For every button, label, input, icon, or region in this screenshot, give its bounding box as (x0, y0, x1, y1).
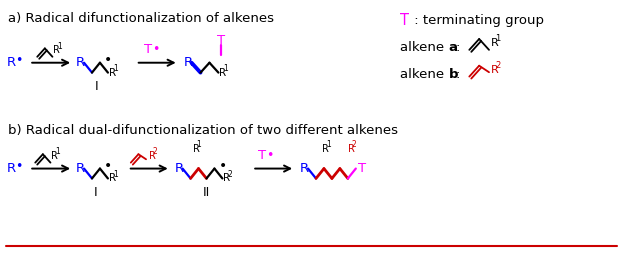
Text: 1: 1 (196, 141, 201, 150)
Text: T: T (217, 34, 226, 48)
Text: R: R (348, 144, 355, 154)
Text: •: • (16, 54, 22, 67)
Text: •: • (104, 53, 112, 67)
Text: R: R (491, 38, 499, 48)
Text: 1: 1 (113, 170, 118, 179)
Text: R: R (6, 56, 16, 69)
Text: R: R (322, 144, 329, 154)
Text: II: II (203, 186, 210, 199)
Text: R: R (109, 68, 116, 78)
Text: alkene: alkene (399, 68, 448, 81)
Text: a) Radical difunctionalization of alkenes: a) Radical difunctionalization of alkene… (8, 12, 274, 25)
Text: •: • (152, 43, 159, 56)
Text: : terminating group: : terminating group (409, 14, 544, 27)
Text: 2: 2 (352, 141, 356, 150)
Text: R: R (219, 68, 226, 78)
Text: :: : (456, 41, 460, 54)
Text: R: R (53, 45, 60, 55)
Text: a: a (448, 41, 458, 54)
Text: R: R (76, 56, 85, 69)
Text: 1: 1 (55, 148, 60, 157)
Text: R: R (149, 151, 156, 161)
Text: :: : (456, 68, 460, 81)
Text: R: R (184, 56, 192, 69)
Text: b: b (448, 68, 458, 81)
Text: 2: 2 (152, 148, 158, 157)
Text: R: R (491, 65, 499, 75)
Text: •: • (266, 149, 274, 162)
Text: T: T (258, 149, 266, 162)
Text: 1: 1 (113, 64, 118, 73)
Text: R: R (109, 173, 116, 183)
Text: R: R (300, 162, 309, 175)
Text: I: I (95, 80, 99, 93)
Text: b) Radical dual-difunctionalization of two different alkenes: b) Radical dual-difunctionalization of t… (8, 124, 398, 137)
Text: R: R (51, 151, 58, 161)
Text: R: R (76, 162, 85, 175)
Text: 1: 1 (326, 141, 331, 150)
Text: T: T (399, 13, 409, 28)
Text: 1: 1 (57, 42, 62, 51)
Text: 2: 2 (228, 170, 232, 179)
Text: R: R (174, 162, 184, 175)
Text: 1: 1 (496, 34, 501, 43)
Text: T: T (357, 162, 366, 175)
Text: alkene: alkene (399, 41, 448, 54)
Text: T: T (144, 43, 152, 56)
Text: R: R (192, 144, 199, 154)
Text: 1: 1 (224, 64, 228, 73)
Text: R: R (6, 162, 16, 175)
Text: 2: 2 (496, 61, 501, 70)
Text: R: R (223, 173, 231, 183)
Text: •: • (218, 159, 227, 173)
Text: I: I (94, 186, 98, 199)
Text: •: • (104, 159, 112, 173)
Text: •: • (16, 160, 22, 173)
